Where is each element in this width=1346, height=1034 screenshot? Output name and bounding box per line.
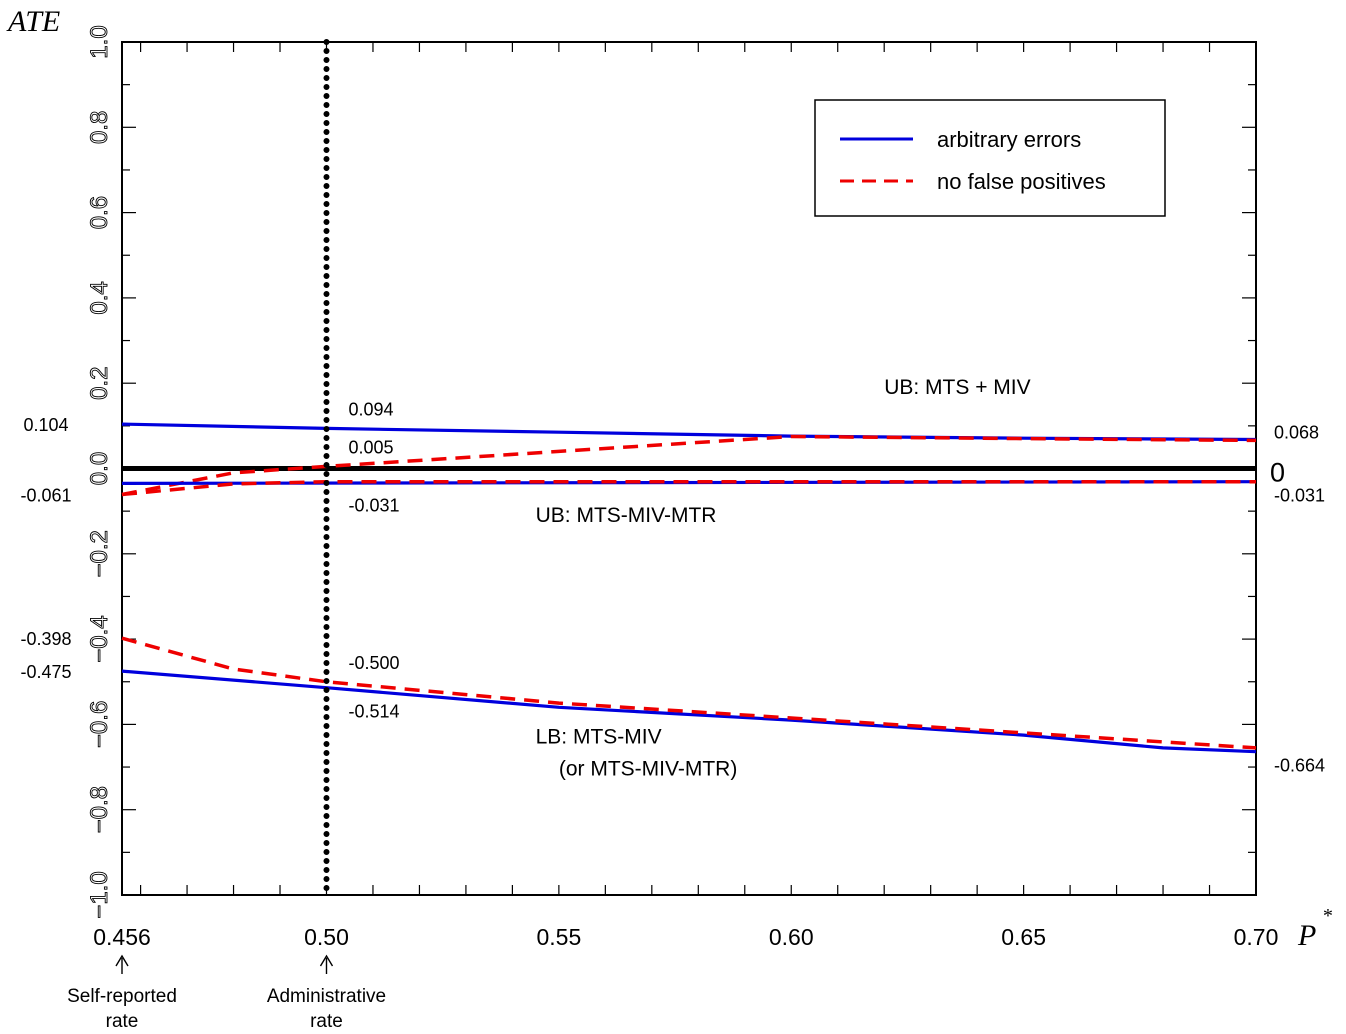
- x-axis-title-superscript: *: [1322, 905, 1332, 927]
- series-line-arbitrary-errors: [121, 422, 1257, 442]
- y-tick-label: 0.2: [86, 367, 113, 400]
- curve-annotation: LB: MTS-MIV: [536, 726, 662, 749]
- legend-label-no-false-positives: no false positives: [937, 169, 1106, 194]
- y-tick-label: 1.0: [86, 25, 113, 58]
- x-axis-title: P: [1297, 919, 1316, 952]
- legend-box: [814, 99, 1166, 217]
- x-tick-label: 0.55: [536, 924, 581, 950]
- right-value-label: -0.664: [1274, 756, 1325, 776]
- marker-value-label: -0.514: [348, 702, 399, 722]
- right-value-label: 0.068: [1274, 422, 1319, 442]
- y-tick-label: 0.8: [86, 111, 113, 144]
- left-value-label: -0.061: [20, 486, 71, 506]
- x-tick-label: 0.70: [1234, 924, 1279, 950]
- marker-value-label: -0.500: [348, 653, 399, 673]
- y-tick-label: −0.2: [86, 530, 113, 577]
- y-tick-label: −1.0: [86, 871, 113, 918]
- x-tick-label: 0.50: [304, 924, 349, 950]
- left-value-label: 0.104: [23, 415, 68, 435]
- curve-annotation: UB: MTS-MIV-MTR: [536, 504, 717, 527]
- x-callout-label: rate: [106, 1011, 139, 1032]
- marker-value-label: 0.094: [348, 399, 393, 419]
- y-tick-labels: 1.0 0.8 0.6 0.4 0.2 0.0 −0.2 −0.4 −0.6 −0.8 −1.0: [86, 25, 114, 919]
- series-line-no-false-positives: [121, 636, 1257, 750]
- x-callout-label: Administrative: [267, 986, 386, 1007]
- x-tick-label: 0.65: [1001, 924, 1046, 950]
- y-tick-label: −0.4: [86, 615, 113, 662]
- callout-arrow-head: [115, 954, 129, 967]
- right-value-label: -0.031: [1274, 486, 1325, 506]
- marker-value-label: 0.005: [348, 437, 393, 457]
- callout-arrow-head: [319, 954, 334, 967]
- y-tick-label: −0.8: [86, 786, 113, 833]
- series-line-arbitrary-errors: [121, 669, 1257, 754]
- zero-line-label: 0: [1270, 458, 1285, 488]
- series-line-no-false-positives: [121, 434, 1257, 497]
- left-value-label: -0.398: [20, 629, 71, 649]
- legend-label-arbitrary-errors: arbitrary errors: [937, 127, 1081, 152]
- x-callout-label: Self-reported: [67, 986, 177, 1007]
- y-tick-label: −0.6: [86, 701, 113, 748]
- left-value-label: -0.475: [20, 662, 71, 682]
- series-line-no-false-positives: [121, 479, 1256, 497]
- legend: arbitrary errors no false positives: [814, 99, 1166, 217]
- y-tick-label: 0.0: [86, 452, 113, 485]
- marker-value-label: -0.031: [348, 496, 399, 516]
- x-callout-label: rate: [310, 1011, 343, 1032]
- curve-annotation: UB: MTS + MIV: [884, 376, 1030, 399]
- y-axis-title: ATE: [6, 5, 60, 38]
- curve-annotation: (or MTS-MIV-MTR): [559, 758, 737, 781]
- y-tick-label: 0.6: [86, 196, 113, 229]
- x-tick-label: 0.60: [769, 924, 814, 950]
- y-tick-label: 0.4: [86, 281, 113, 314]
- x-tick-labels: 0.456 0.50 0.55 0.60 0.65 0.70: [93, 924, 1278, 950]
- series-group: [121, 39, 1257, 898]
- x-tick-label: 0.456: [93, 924, 151, 950]
- annotations-group: 0 0.104 -0.061 -0.398 -0.475 0.068 -0.031 -0.66…: [20, 376, 1325, 1032]
